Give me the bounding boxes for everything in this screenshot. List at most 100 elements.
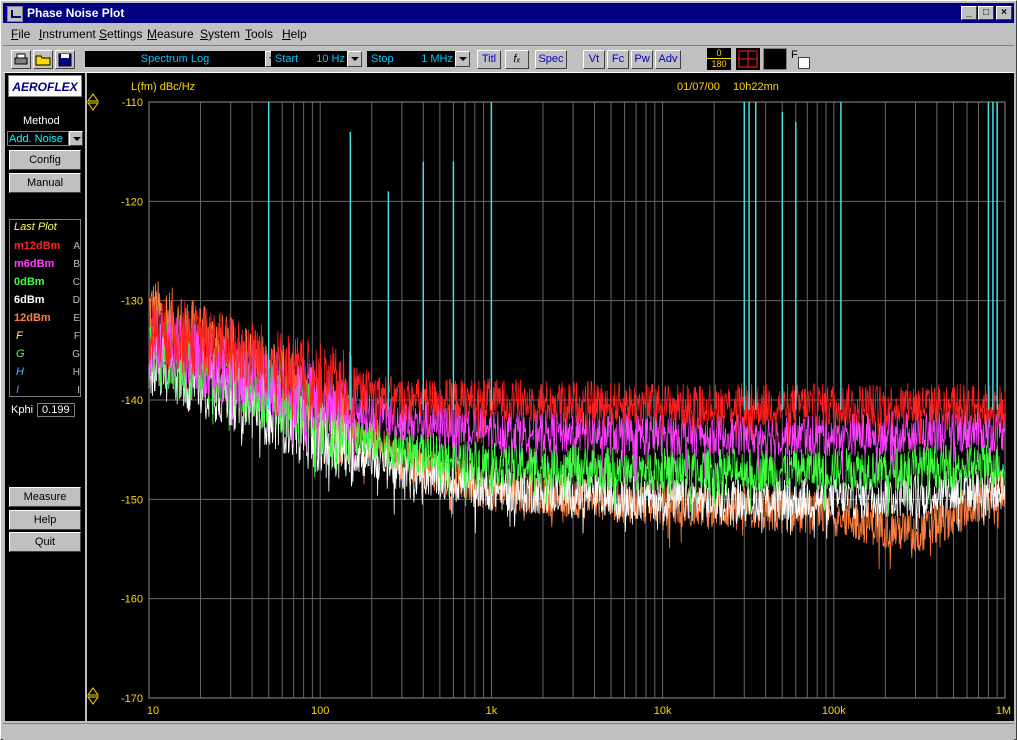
- fc-button[interactable]: Fc: [607, 50, 629, 69]
- menu-tools[interactable]: Tools: [245, 27, 274, 41]
- manual-button[interactable]: Manual: [9, 173, 81, 193]
- kphi-readout: Kphi 0.199: [9, 403, 75, 417]
- y-tick-label: -160: [121, 594, 143, 606]
- minimize-button[interactable]: _: [961, 6, 977, 20]
- x-tick-label: 10k: [654, 705, 672, 717]
- legend-entry-name: 0dBm: [14, 276, 45, 288]
- title-bar: Phase Noise Plot _ □ ×: [3, 3, 1014, 23]
- legend-entry-letter: B: [73, 259, 80, 270]
- sidebar: AEROFLEX Method Add. Noise Config Manual…: [5, 73, 85, 721]
- legend-entry-name: I: [16, 384, 20, 396]
- method-select[interactable]: Add. Noise: [7, 131, 69, 146]
- grid-icon: [738, 50, 758, 68]
- legend-entry-letter: F: [73, 331, 80, 342]
- function-button[interactable]: fₓ: [505, 50, 529, 69]
- status-bar: [3, 723, 1014, 740]
- series-line-m12dBm: [148, 298, 1006, 445]
- y-tick-label: -110: [122, 97, 143, 109]
- f-label: F: [791, 49, 798, 61]
- legend-entry[interactable]: 6dBm D: [12, 292, 80, 309]
- plot-area[interactable]: -110 -120 -130 -140 -150 -160 -170 10 100 1k 10k 10…: [87, 73, 1014, 721]
- menu-bar: File Instrument Settings Measure System …: [3, 25, 1014, 44]
- legend-entry-letter: D: [72, 295, 80, 306]
- phase-bottom-value: 180: [707, 58, 731, 69]
- y-tick-label: -140: [121, 395, 143, 407]
- stop-label: Stop: [367, 51, 413, 67]
- menu-instrument[interactable]: Instrument: [39, 27, 96, 41]
- x-tick-label: 1k: [486, 705, 498, 717]
- vt-button[interactable]: Vt: [583, 50, 605, 69]
- legend-entry-name: H: [16, 366, 24, 378]
- legend-entry-name: m6dBm: [14, 258, 55, 270]
- legend-entry[interactable]: 12dBm E: [12, 310, 80, 327]
- printer-icon: [14, 53, 28, 65]
- app-icon[interactable]: [7, 6, 23, 22]
- legend-entry-name: 12dBm: [14, 312, 51, 324]
- phase-indicator[interactable]: 0 180: [707, 48, 731, 70]
- legend-entry[interactable]: 0dBm C: [12, 274, 80, 291]
- title-button[interactable]: Titl: [477, 50, 501, 69]
- menu-measure[interactable]: Measure: [147, 27, 194, 41]
- stop-input[interactable]: 1 MHz: [413, 51, 455, 67]
- time-label: 10h22mn: [733, 81, 779, 93]
- help-button[interactable]: Help: [9, 510, 81, 530]
- method-dropdown-arrow[interactable]: [69, 131, 83, 146]
- kphi-value: 0.199: [37, 403, 75, 417]
- x-tick-label: 100k: [822, 705, 846, 717]
- menu-system[interactable]: System: [200, 27, 241, 41]
- aeroflex-logo: AEROFLEX: [8, 75, 82, 97]
- date-label: 01/07/00: [677, 81, 720, 93]
- legend-title: Last Plot: [14, 221, 57, 233]
- legend-entry[interactable]: m6dBm B: [12, 256, 80, 273]
- legend-entry-letter: A: [73, 241, 80, 252]
- maximize-button[interactable]: □: [978, 6, 994, 20]
- y-tick-label: -120: [121, 196, 143, 208]
- start-input[interactable]: 10 Hz: [309, 51, 347, 67]
- legend-entry-letter: H: [72, 367, 80, 378]
- open-button[interactable]: [33, 50, 53, 69]
- f-checkbox[interactable]: [798, 57, 810, 69]
- legend-entry-letter: E: [73, 313, 80, 324]
- save-button[interactable]: [55, 50, 75, 69]
- close-button[interactable]: ×: [996, 6, 1012, 20]
- menu-help[interactable]: Help: [282, 27, 307, 41]
- pw-button[interactable]: Pw: [631, 50, 653, 69]
- phase-noise-chart[interactable]: -110 -120 -130 -140 -150 -160 -170 10 100 1k 10k 10…: [87, 73, 1014, 721]
- print-button[interactable]: [11, 50, 31, 69]
- kphi-label: Kphi: [9, 403, 36, 417]
- legend-entry-name: G: [16, 348, 25, 360]
- window-title: Phase Noise Plot: [27, 6, 125, 20]
- legend-entry-letter: G: [72, 349, 80, 360]
- mode-select[interactable]: Spectrum Log: [85, 51, 265, 67]
- y-tick-label: -170: [121, 693, 143, 705]
- y-tick-label: -130: [121, 296, 143, 308]
- spec-button[interactable]: Spec: [535, 50, 567, 69]
- legend-entry-name: F: [16, 330, 23, 342]
- menu-settings[interactable]: Settings: [99, 27, 143, 41]
- menu-file[interactable]: File: [11, 27, 31, 41]
- config-button[interactable]: Config: [9, 150, 81, 170]
- start-dropdown-arrow[interactable]: [347, 51, 362, 67]
- y-scale-bottom-arrows[interactable]: [87, 687, 99, 705]
- floppy-icon: [58, 53, 72, 67]
- legend-entry[interactable]: m12dBm A: [12, 238, 80, 255]
- quit-button[interactable]: Quit: [9, 532, 81, 552]
- x-tick-label: 10: [147, 705, 159, 717]
- y-scale-top-arrows[interactable]: [87, 93, 99, 111]
- color-swatch[interactable]: [763, 48, 787, 70]
- grid-toggle[interactable]: [736, 48, 760, 70]
- folder-icon: [35, 55, 51, 66]
- legend-entry-letter: C: [72, 277, 80, 288]
- y-axis-label: L(fm) dBc/Hz: [131, 81, 195, 93]
- measure-button[interactable]: Measure: [9, 487, 81, 507]
- adv-button[interactable]: Adv: [655, 50, 681, 69]
- legend-entry-name: m12dBm: [14, 240, 61, 252]
- stop-dropdown-arrow[interactable]: [455, 51, 470, 67]
- legend-entry-letter: I: [77, 385, 80, 396]
